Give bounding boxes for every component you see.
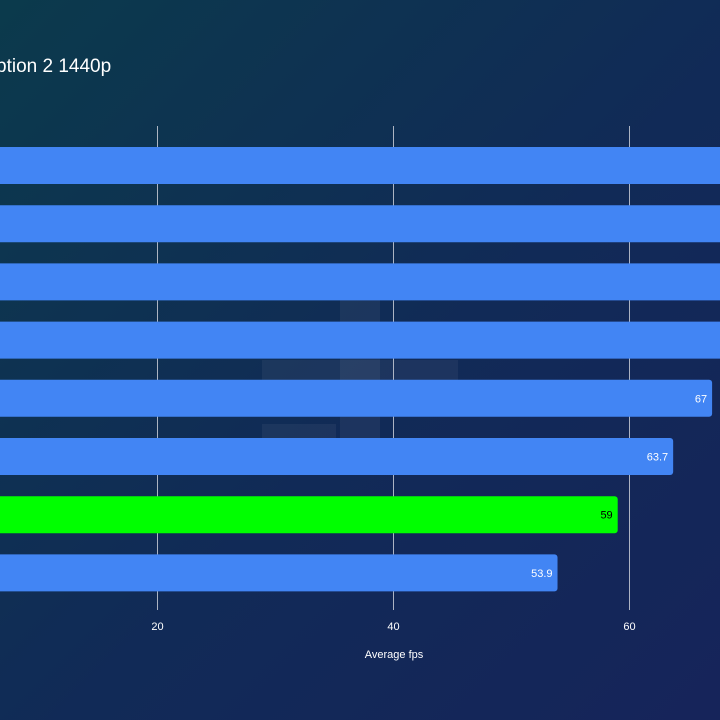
bar (0, 438, 674, 475)
value-labels: 67 63.7 59 53.9 (531, 393, 707, 580)
bar (0, 205, 720, 243)
x-axis-title: Average fps (365, 649, 424, 661)
x-tick-label: 20 (151, 621, 163, 633)
bar-highlighted (0, 496, 618, 534)
bar (0, 147, 720, 184)
bar-value-label: 59 (600, 510, 612, 522)
bar-value-label: 67 (695, 393, 707, 405)
bar (0, 379, 713, 417)
bar (0, 321, 720, 359)
bar (0, 554, 558, 592)
x-axis-ticks: 20 40 60 (151, 621, 635, 633)
bar-value-label: 53.9 (531, 568, 552, 580)
bars (0, 147, 720, 592)
watermark-logo (262, 300, 458, 440)
chart-title: ption 2 1440p (0, 56, 112, 77)
grid-lines (157, 126, 630, 610)
x-tick-label: 60 (623, 621, 635, 633)
x-tick-label: 40 (387, 621, 399, 633)
bar (0, 263, 720, 301)
bar-value-label: 63.7 (647, 452, 668, 464)
